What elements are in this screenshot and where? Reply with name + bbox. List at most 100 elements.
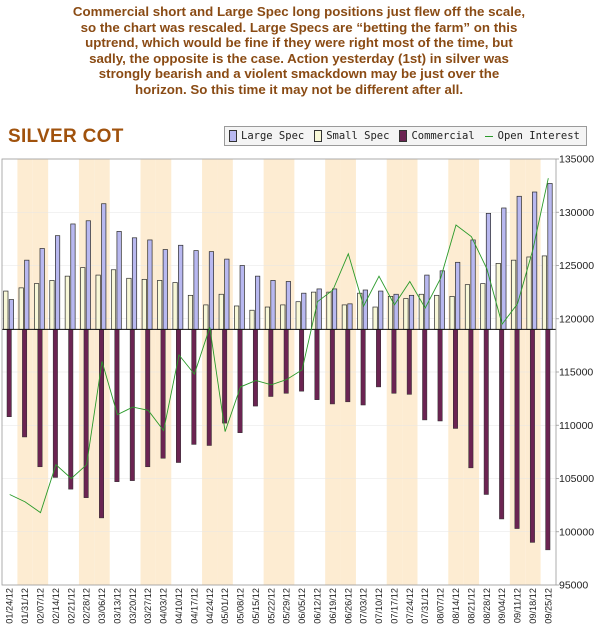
- bar-commercial: [129, 329, 135, 481]
- x-tick-label: 05/01/12: [220, 588, 230, 624]
- bar-large-spec: [178, 244, 184, 330]
- bar-commercial: [345, 329, 351, 403]
- bar-commercial: [529, 329, 535, 543]
- bar-commercial: [283, 329, 289, 394]
- x-tick-label: 07/24/12: [405, 588, 415, 624]
- x-tick-label: 08/07/12: [436, 588, 446, 624]
- legend-item-commercial: Commercial: [399, 130, 475, 142]
- bar-small-spec: [203, 304, 209, 330]
- bar-large-spec: [131, 237, 138, 330]
- bar-small-spec: [187, 294, 194, 330]
- bar-small-spec: [326, 291, 332, 330]
- legend-item-open-interest: Open Interest: [484, 130, 580, 142]
- bar-commercial: [483, 329, 489, 495]
- x-tick-label: 09/11/12: [513, 588, 523, 623]
- bar-large-spec: [224, 258, 230, 330]
- x-tick-label: 06/26/12: [343, 588, 353, 624]
- y-tick-label: 130000: [559, 207, 594, 219]
- bar-large-spec: [408, 294, 415, 330]
- bar-large-spec: [39, 248, 45, 330]
- bar-small-spec: [541, 255, 547, 330]
- x-tick-label: 04/17/12: [189, 588, 199, 624]
- legend-label-commercial: Commercial: [411, 130, 475, 142]
- legend-label-large-spec: Large Spec: [241, 130, 305, 142]
- bar-commercial: [99, 329, 104, 519]
- x-tick-label: 07/10/12: [374, 588, 384, 624]
- x-tick-label: 08/14/12: [451, 588, 461, 624]
- bar-small-spec: [264, 306, 270, 330]
- bar-commercial: [329, 329, 335, 405]
- bar-commercial: [68, 329, 74, 490]
- bar-large-spec: [439, 270, 445, 330]
- bar-large-spec: [547, 183, 553, 330]
- bar-large-spec: [239, 265, 245, 330]
- bar-small-spec: [234, 305, 240, 330]
- commentary-text: Commercial short and Large Spec long pos…: [72, 4, 526, 97]
- x-tick-label: 02/14/12: [51, 588, 61, 624]
- x-tick-label: 07/17/12: [389, 588, 399, 624]
- bar-large-spec: [532, 191, 538, 330]
- y-tick-label: 110000: [559, 420, 593, 432]
- x-tick-label: 05/15/12: [251, 588, 261, 624]
- bar-commercial: [37, 329, 43, 468]
- bar-large-spec: [193, 250, 199, 330]
- bar-small-spec: [49, 280, 55, 330]
- chart-legend: Large Spec Small Spec Commercial Open In…: [224, 126, 587, 146]
- legend-item-small-spec: Small Spec: [314, 130, 389, 142]
- x-tick-label: 05/29/12: [282, 588, 292, 624]
- x-tick-label: 03/27/12: [143, 588, 153, 624]
- bar-commercial: [299, 329, 305, 392]
- bar-commercial: [6, 329, 12, 417]
- legend-swatch-large-spec: [229, 130, 237, 142]
- bar-commercial: [145, 329, 151, 468]
- x-tick-label: 08/21/12: [466, 588, 476, 624]
- bar-small-spec: [434, 294, 440, 330]
- bar-small-spec: [172, 282, 178, 330]
- bar-small-spec: [141, 278, 147, 330]
- bar-small-spec: [495, 263, 501, 330]
- x-tick-label: 05/08/12: [236, 588, 246, 624]
- bar-large-spec: [455, 261, 461, 330]
- x-tick-label: 06/05/12: [297, 588, 307, 624]
- bar-small-spec: [372, 306, 378, 330]
- x-tick-label: 03/06/12: [97, 588, 107, 624]
- bar-commercial: [453, 329, 458, 429]
- legend-swatch-commercial: [399, 130, 408, 142]
- bar-large-spec: [24, 259, 30, 330]
- bar-commercial: [514, 329, 520, 529]
- y-tick-label: 115000: [559, 367, 593, 379]
- y-tick-label: 105000: [559, 473, 594, 485]
- bar-large-spec: [270, 280, 276, 330]
- x-tick-label: 01/31/12: [20, 588, 30, 624]
- bar-commercial: [360, 329, 366, 406]
- bar-large-spec: [162, 249, 168, 330]
- x-tick-label: 04/24/12: [205, 588, 215, 624]
- bar-small-spec: [449, 296, 455, 330]
- bar-commercial: [52, 329, 58, 478]
- x-tick-label: 06/12/12: [313, 588, 323, 624]
- bar-small-spec: [80, 267, 86, 330]
- legend-swatch-open-interest: [484, 135, 493, 137]
- bar-large-spec: [378, 290, 384, 330]
- bar-commercial: [545, 329, 551, 551]
- bar-large-spec: [285, 281, 291, 330]
- bar-commercial: [499, 329, 505, 520]
- bar-small-spec: [34, 283, 40, 330]
- y-tick-label: 95000: [559, 580, 588, 592]
- bar-large-spec: [8, 299, 14, 330]
- bar-commercial: [406, 329, 412, 395]
- bar-large-spec: [485, 212, 492, 330]
- x-tick-label: 08/28/12: [482, 588, 492, 624]
- x-tick-label: 05/22/12: [266, 588, 276, 624]
- bar-small-spec: [157, 280, 163, 330]
- x-tick-label: 02/21/12: [66, 588, 76, 624]
- bar-small-spec: [341, 304, 347, 330]
- bar-large-spec: [347, 303, 353, 330]
- x-tick-label: 03/20/12: [128, 588, 138, 624]
- bar-commercial: [268, 329, 274, 397]
- bar-commercial: [191, 329, 197, 445]
- bar-large-spec: [70, 223, 76, 330]
- bar-large-spec: [301, 292, 307, 330]
- bar-large-spec: [501, 207, 507, 330]
